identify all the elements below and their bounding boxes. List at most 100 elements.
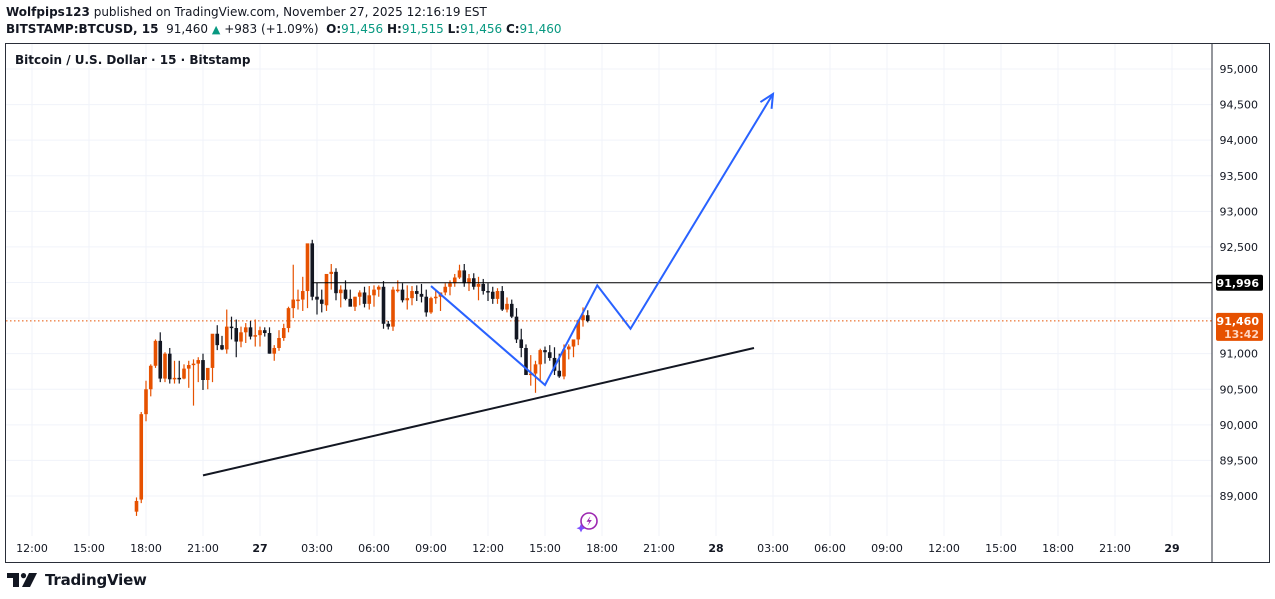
candle xyxy=(486,291,490,293)
price-axis[interactable]: 95,000 94,500 94,000 93,500 93,000 92,500 91,0… xyxy=(1220,63,1259,503)
candle xyxy=(433,296,438,299)
candle xyxy=(300,291,305,300)
candle xyxy=(329,271,334,274)
candle xyxy=(509,303,514,317)
candle xyxy=(528,373,533,376)
candle xyxy=(139,414,144,500)
time-tick-label: 03:00 xyxy=(757,542,789,555)
price-tick-label: 89,000 xyxy=(1220,490,1259,503)
candle xyxy=(224,326,229,350)
candle xyxy=(343,289,348,299)
time-tick-label: 12:00 xyxy=(928,542,960,555)
projection-path[interactable] xyxy=(430,93,774,387)
candle xyxy=(400,289,405,301)
time-tick-label: 18:00 xyxy=(586,542,618,555)
candle xyxy=(248,327,253,337)
candle xyxy=(391,289,395,327)
time-tick-label: 06:00 xyxy=(358,542,390,555)
tradingview-brand[interactable]: TradingView xyxy=(7,571,147,589)
time-tick-label: 28 xyxy=(708,542,723,555)
candle xyxy=(148,365,153,390)
low-label: L: xyxy=(447,22,461,36)
close-label: C: xyxy=(505,22,520,36)
candle xyxy=(552,357,557,371)
candle xyxy=(262,330,267,334)
svg-text:13:42: 13:42 xyxy=(1224,328,1259,341)
candle xyxy=(514,316,519,340)
candle xyxy=(163,353,167,379)
price-tick-label: 90,000 xyxy=(1220,419,1259,432)
price-tick-label: 94,500 xyxy=(1220,99,1259,112)
candle xyxy=(557,370,562,377)
candle xyxy=(353,296,357,307)
candle xyxy=(405,298,410,301)
time-tick-label: 12:00 xyxy=(472,542,504,555)
last-price: 91,460 xyxy=(166,22,209,36)
time-axis[interactable]: 12:00 15:00 18:00 21:00 27 03:00 06:00 09:00 12:… xyxy=(16,542,1180,555)
candle xyxy=(457,270,462,278)
candle xyxy=(467,278,471,284)
candle xyxy=(524,347,528,376)
price-tick-label: 89,500 xyxy=(1220,454,1259,467)
candle xyxy=(158,340,163,379)
candle xyxy=(196,360,201,364)
candle xyxy=(519,339,524,348)
candle xyxy=(414,291,419,294)
resistance-price-label: 91,996 xyxy=(1216,274,1263,291)
chart-frame[interactable] xyxy=(5,43,1270,563)
time-tick-label: 18:00 xyxy=(1042,542,1074,555)
close-value: 91,460 xyxy=(519,22,562,36)
candle xyxy=(177,377,182,380)
price-tick-label: 93,500 xyxy=(1220,170,1259,183)
tradingview-logo-icon xyxy=(7,573,37,587)
candle xyxy=(381,286,386,324)
publisher-name[interactable]: Wolfpips123 xyxy=(6,5,90,19)
symbol-line: BITSTAMP:BTCUSD, 15 91,460 ▲ +983 (+1.09… xyxy=(6,21,562,38)
time-tick-label: 21:00 xyxy=(643,542,675,555)
candle xyxy=(372,289,376,296)
price-tick-label: 93,000 xyxy=(1220,205,1259,218)
candle xyxy=(505,303,509,310)
candle xyxy=(220,345,224,350)
price-change: +983 (+1.09%) xyxy=(224,22,319,36)
candle xyxy=(229,326,234,329)
time-tick-label: 15:00 xyxy=(73,542,105,555)
candle xyxy=(315,296,319,300)
time-tick-label: 21:00 xyxy=(1099,542,1131,555)
candle xyxy=(305,243,310,292)
candle xyxy=(348,298,353,307)
candle xyxy=(500,291,505,310)
candle xyxy=(562,349,566,377)
candle xyxy=(281,328,286,339)
ascending-trendline[interactable] xyxy=(202,346,755,477)
candle xyxy=(362,292,367,304)
candle xyxy=(419,293,424,297)
candle xyxy=(566,346,571,350)
published-text: published on TradingView.com, November 2… xyxy=(93,5,487,19)
candle xyxy=(367,295,372,304)
candle xyxy=(210,333,215,368)
grid-lines xyxy=(6,44,1212,536)
price-tick-label: 90,500 xyxy=(1220,383,1259,396)
candle xyxy=(243,327,248,333)
candle xyxy=(476,283,481,287)
svg-text:91,996: 91,996 xyxy=(1217,277,1260,290)
candle xyxy=(448,283,452,287)
candle xyxy=(386,323,391,327)
time-tick-label: 03:00 xyxy=(301,542,333,555)
candle xyxy=(357,292,362,297)
candle xyxy=(291,299,296,309)
candle xyxy=(253,335,258,337)
price-tick-label: 94,000 xyxy=(1220,134,1259,147)
time-tick-label: 15:00 xyxy=(985,542,1017,555)
candle xyxy=(319,299,324,304)
candle xyxy=(134,500,139,512)
lightning-event-icon[interactable] xyxy=(576,512,598,533)
publisher-line: Wolfpips123 published on TradingView.com… xyxy=(6,4,562,21)
candle xyxy=(585,315,590,321)
candle xyxy=(490,291,495,299)
candle xyxy=(272,347,277,354)
price-tick-label: 92,500 xyxy=(1220,241,1259,254)
candle xyxy=(234,328,239,342)
